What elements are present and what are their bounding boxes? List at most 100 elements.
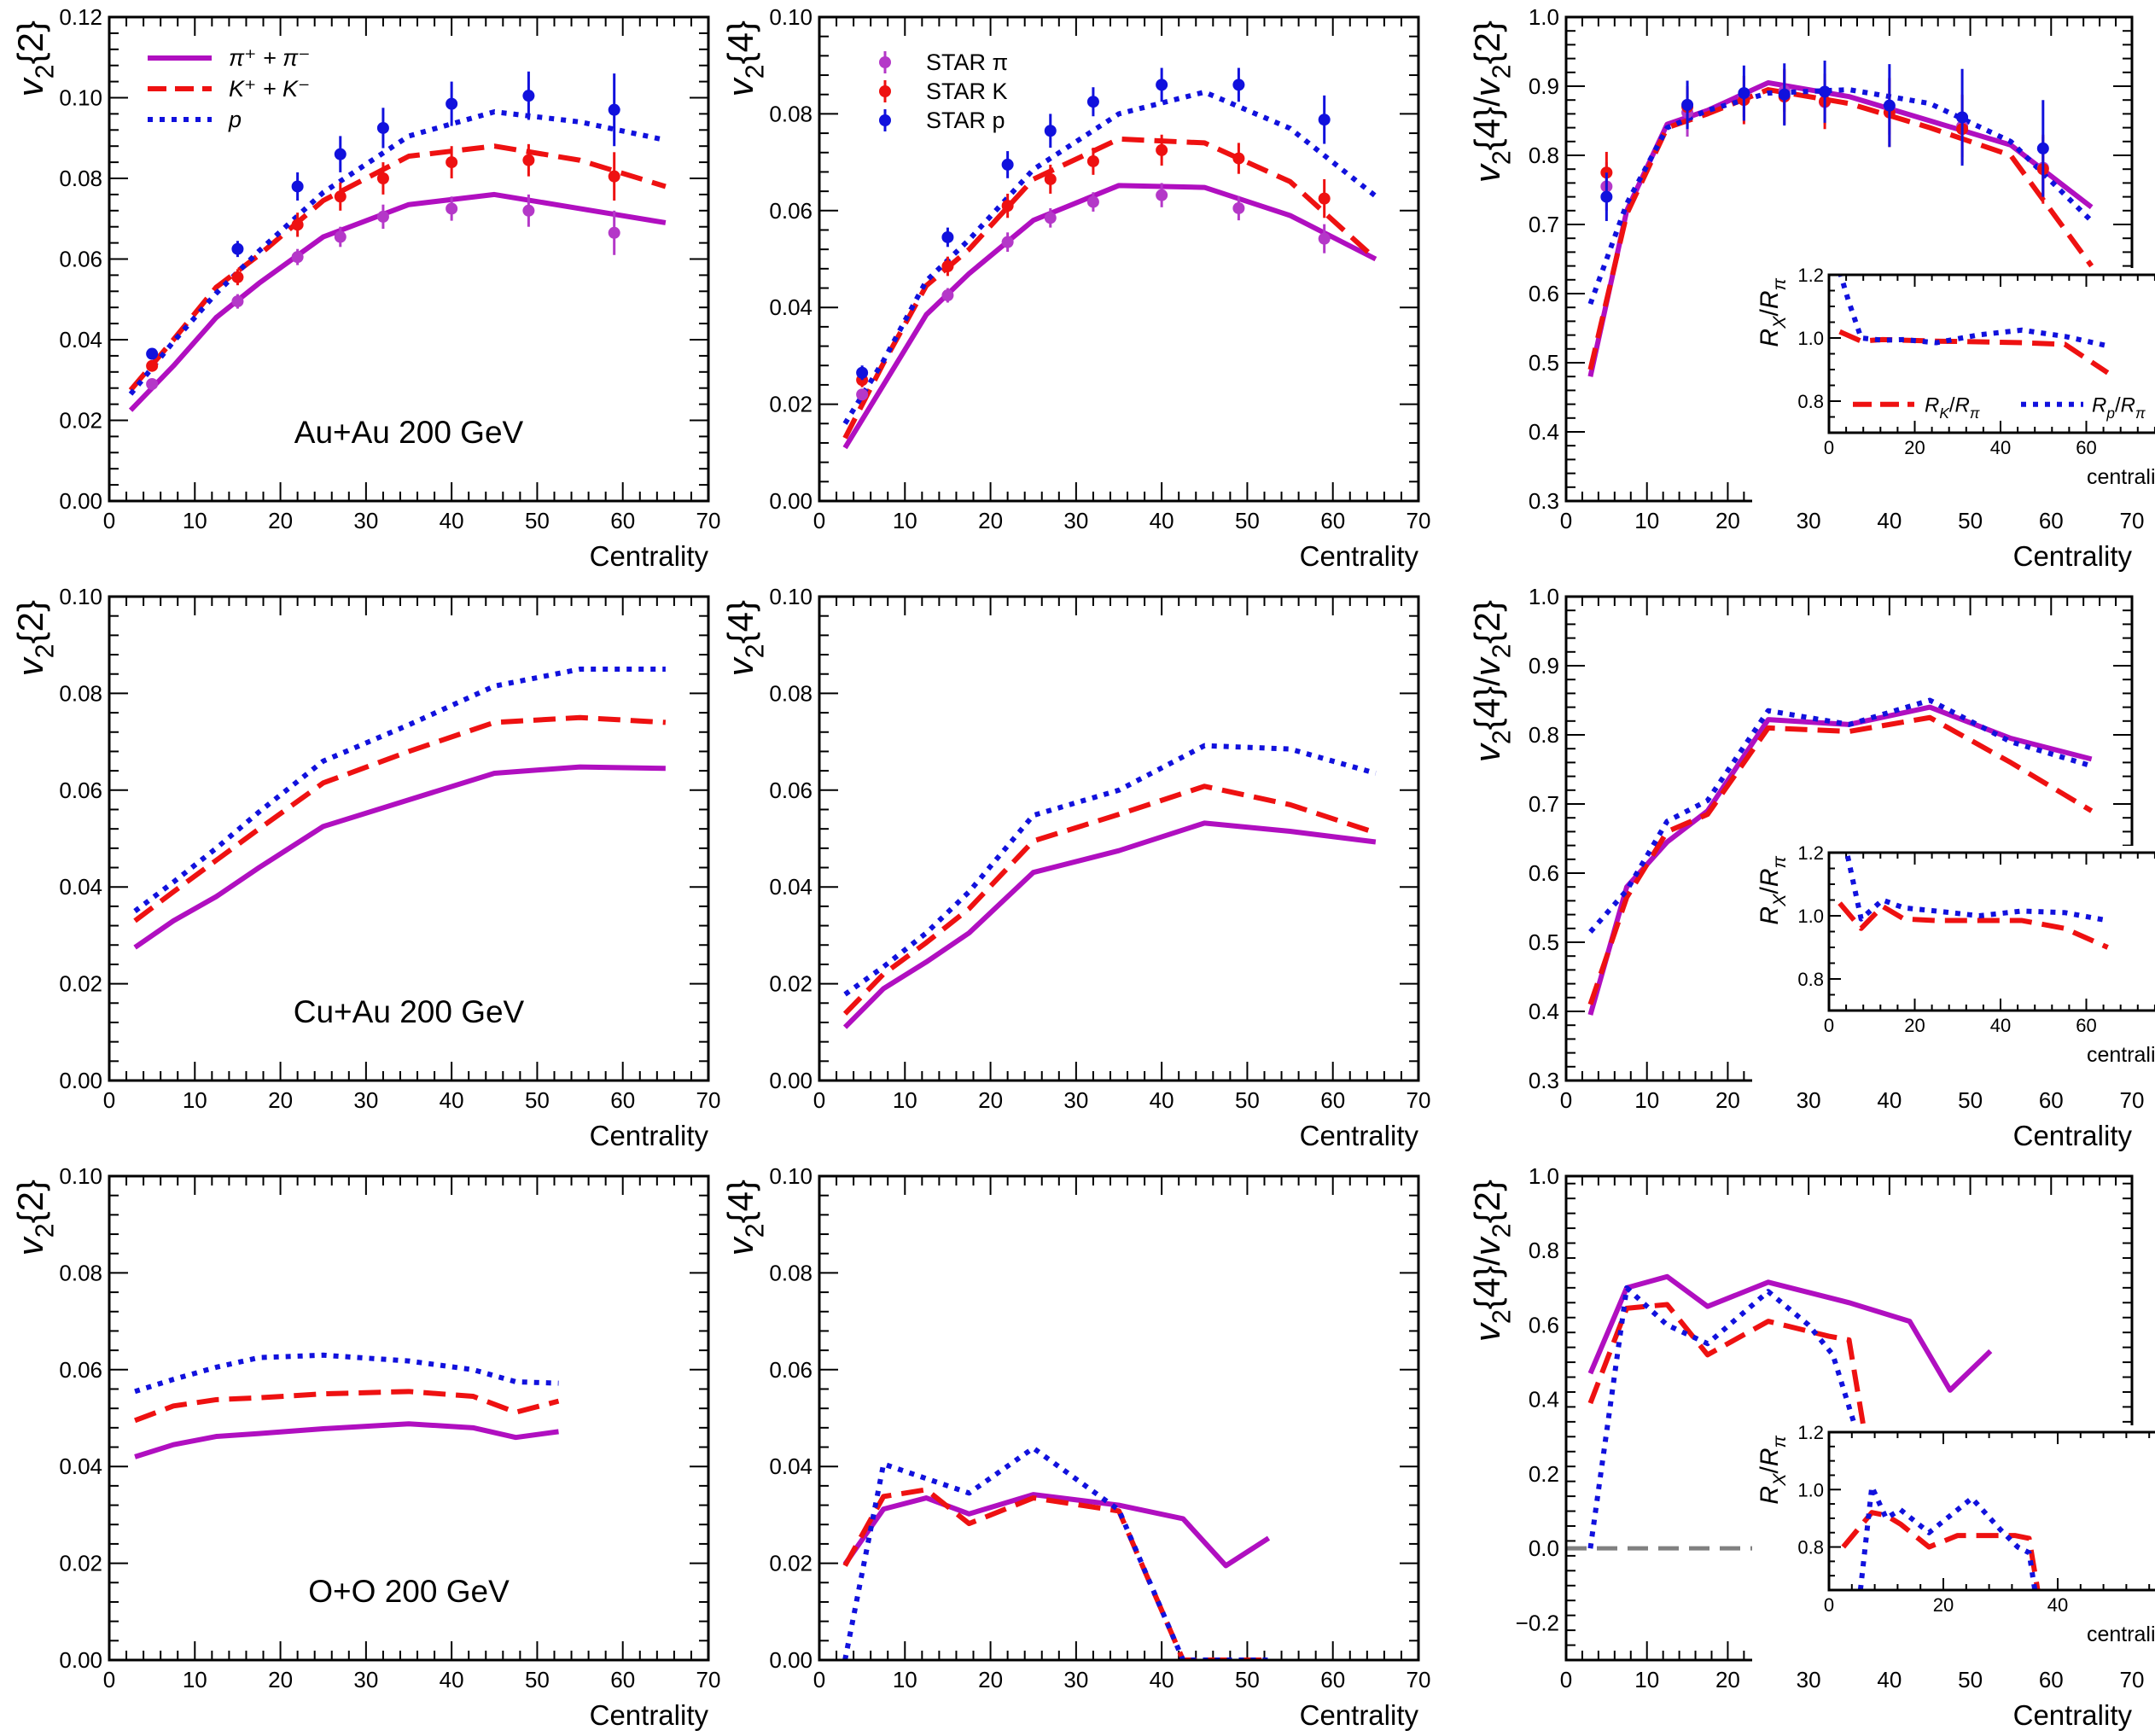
data-point <box>1044 125 1057 137</box>
inset-series-line-dotted <box>1843 853 2109 923</box>
data-point <box>1318 232 1331 245</box>
series-group <box>842 1445 1271 1661</box>
x-tick-label: 0 <box>103 1667 115 1692</box>
x-axis-label: Centrality <box>2013 1120 2133 1151</box>
y-tick-label: 0.04 <box>769 1453 812 1479</box>
series-line-solid <box>842 820 1377 1029</box>
x-axis-label: Centrality <box>590 540 709 572</box>
data-point <box>1778 88 1791 101</box>
inset-legend-label-k: RK/Rπ <box>1925 394 1980 422</box>
y-axis-label: v2{4}/v2{2} <box>1467 20 1517 183</box>
y-tick-label: 0.8 <box>1529 143 1559 168</box>
system-label: Au+Au 200 GeV <box>294 415 524 450</box>
y-axis-label: v2{4} <box>720 20 770 96</box>
plot-frame <box>108 1174 710 1662</box>
x-axis-label: Centrality <box>590 1120 709 1151</box>
series-line-solid <box>842 1492 1271 1569</box>
x-tick-label: 50 <box>525 1667 550 1692</box>
x-axis-label: Centrality <box>1300 540 1419 572</box>
y-tick-label: 0.9 <box>1529 73 1559 99</box>
inset-x-tick-label: 40 <box>1990 1015 2011 1036</box>
x-tick-label: 20 <box>268 508 293 533</box>
y-tick-label: 1.0 <box>1529 1163 1559 1189</box>
x-tick-label: 20 <box>1715 1087 1740 1113</box>
data-point <box>291 180 304 193</box>
y-tick-label: 0.02 <box>59 408 102 434</box>
x-tick-label: 40 <box>1877 1667 1902 1692</box>
y-tick-label: 0.08 <box>59 166 102 191</box>
chart-cuau-ratio: 0 10 20 30 40 50 60 70 0.3 0.4 0.5 0.6 0.7 0.8 0.9 1.0 C… <box>1467 584 2155 1151</box>
x-tick-label: 70 <box>2120 1667 2145 1692</box>
x-tick-label: 30 <box>1063 1667 1088 1692</box>
y-axis-label: v2{4} <box>720 600 770 676</box>
x-tick-label: 50 <box>1958 1087 1983 1113</box>
x-tick-label: 40 <box>1150 1667 1174 1692</box>
y-tick-label: 0.8 <box>1529 1238 1559 1263</box>
data-point <box>291 251 304 264</box>
y-tick-label: 0.10 <box>769 584 812 609</box>
series-group <box>842 89 1377 450</box>
series-line-solid <box>1587 1273 1993 1393</box>
inset-background <box>1752 1425 2155 1662</box>
x-tick-label: 0 <box>813 1087 825 1113</box>
inset-x-tick-label: 60 <box>2076 437 2096 458</box>
legend-marker-star_pion <box>879 56 891 68</box>
data-point <box>376 210 389 223</box>
data-point <box>608 103 620 116</box>
x-tick-label: 70 <box>696 1667 721 1692</box>
x-tick-label: 50 <box>1958 508 1983 533</box>
inset-y-tick-label: 1.0 <box>1797 1479 1824 1500</box>
inset-y-axis-label: RX/Rπ <box>1756 277 1790 347</box>
y-tick-label: 1.0 <box>1529 4 1559 30</box>
inset-x-tick-label: 20 <box>1933 1594 1954 1616</box>
y-tick-label: 0.5 <box>1529 929 1559 955</box>
inset-y-tick-label: 0.8 <box>1797 391 1824 412</box>
data-point <box>334 230 347 243</box>
inset-y-tick-label: 1.0 <box>1797 906 1824 927</box>
inset-series-group <box>1838 275 2110 376</box>
inset-y-tick-label: 1.2 <box>1797 1422 1824 1443</box>
x-tick-label: 60 <box>2039 1667 2064 1692</box>
y-tick-label: 0.4 <box>1529 419 1559 445</box>
inset-cuau-ratio: 0204060800.81.01.2centralityRX/Rπ <box>1752 842 2155 1082</box>
data-point <box>1232 152 1245 165</box>
plot-frame <box>108 15 710 503</box>
legend-marker-star_proton <box>879 114 891 126</box>
legend-label-pion: π⁺ + π⁻ <box>229 45 310 71</box>
x-axis-label: Centrality <box>2013 540 2133 572</box>
data-point <box>1086 195 1099 208</box>
series-group <box>1587 1273 1993 1549</box>
y-tick-label: 0.08 <box>769 1260 812 1285</box>
series-line-dashed <box>1587 714 2094 1005</box>
x-tick-label: 60 <box>2039 1087 2064 1113</box>
data-point <box>1044 172 1057 185</box>
series-line-solid <box>133 764 666 950</box>
series-line-dashed <box>133 714 667 923</box>
chart-cuau-v24: 0 10 20 30 40 50 60 70 0.00 0.02 0.04 0.06 0.08 0.10 C… <box>720 584 1430 1151</box>
series-group <box>128 109 667 412</box>
chart-auau-v22: 0 10 20 30 40 50 60 70 0.00 0.02 0.04 0.06 0.08 0.10 0… <box>10 4 720 572</box>
series-line-dashed <box>1587 87 2094 370</box>
y-tick-label: 0.04 <box>769 874 812 900</box>
series-line-dotted <box>133 667 666 913</box>
series-line-dashed <box>134 1389 560 1424</box>
data-point <box>146 347 159 360</box>
x-tick-label: 50 <box>1235 1087 1260 1113</box>
x-tick-label: 20 <box>978 508 1003 533</box>
x-tick-label: 0 <box>103 508 115 533</box>
inset-y-tick-label: 1.0 <box>1797 328 1824 349</box>
inset-series-group <box>1838 853 2109 950</box>
y-tick-label: 0.2 <box>1529 1461 1559 1487</box>
x-tick-label: 10 <box>893 508 917 533</box>
x-tick-label: 60 <box>610 508 635 533</box>
y-tick-label: 0.00 <box>59 1647 102 1673</box>
x-tick-label: 60 <box>610 1087 635 1113</box>
y-tick-label: 0.04 <box>59 327 102 352</box>
data-point <box>941 289 954 302</box>
inset-frame <box>1827 273 2155 434</box>
inset-x-tick-label: 0 <box>1824 1594 1834 1616</box>
y-tick-label: 0.04 <box>59 874 102 900</box>
y-tick-label: 0.06 <box>769 778 812 803</box>
chart-auau-v24: 0 10 20 30 40 50 60 70 0.00 0.02 0.04 0.06 0.08 0.10 C… <box>720 4 1430 572</box>
